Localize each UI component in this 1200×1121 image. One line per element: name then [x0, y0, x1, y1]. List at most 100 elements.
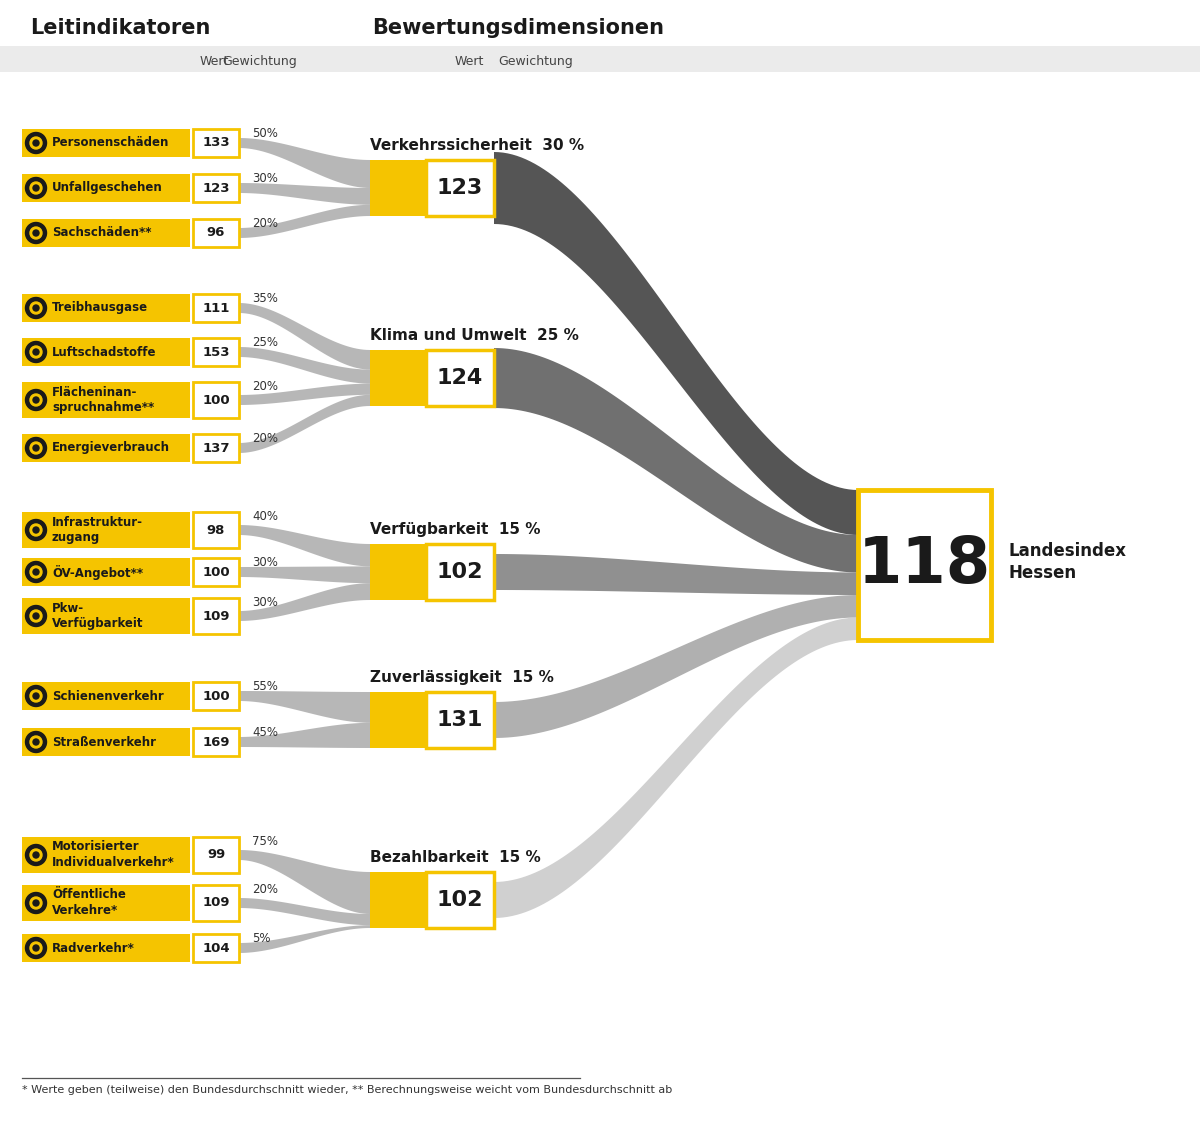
Text: 153: 153	[203, 345, 229, 359]
Circle shape	[34, 445, 38, 451]
Text: 20%: 20%	[252, 217, 278, 230]
Text: Gewichtung: Gewichtung	[222, 55, 296, 68]
Bar	[22, 512, 190, 548]
Circle shape	[34, 945, 38, 951]
Text: 50%: 50%	[252, 127, 278, 140]
Bar	[193, 934, 239, 962]
Circle shape	[30, 137, 42, 149]
Circle shape	[30, 942, 42, 954]
Text: Treibhausgase: Treibhausgase	[52, 302, 148, 315]
Text: 109: 109	[203, 610, 229, 622]
Text: 169: 169	[203, 735, 229, 749]
Text: 30%: 30%	[252, 596, 278, 609]
Bar	[370, 544, 426, 600]
Text: 137: 137	[203, 442, 229, 454]
Bar	[193, 294, 239, 322]
Bar	[22, 434, 190, 462]
Text: zugang: zugang	[52, 531, 101, 545]
Bar	[22, 558, 190, 586]
Text: Zuverlässigkeit  15 %: Zuverlässigkeit 15 %	[370, 670, 554, 685]
Text: spruchnahme**: spruchnahme**	[52, 401, 155, 415]
Polygon shape	[239, 691, 370, 723]
Polygon shape	[239, 525, 370, 566]
Text: * Werte geben (teilweise) den Bundesdurchschnitt wieder, ** Berechnungsweise wei: * Werte geben (teilweise) den Bundesdurc…	[22, 1085, 672, 1095]
Bar	[193, 597, 239, 634]
Text: Wert: Wert	[200, 55, 229, 68]
Bar	[22, 129, 190, 157]
Circle shape	[25, 437, 47, 458]
Circle shape	[25, 389, 47, 410]
Circle shape	[34, 185, 38, 191]
Polygon shape	[239, 205, 370, 238]
Polygon shape	[239, 395, 370, 453]
Bar	[193, 219, 239, 247]
Bar	[426, 544, 494, 600]
Text: 102: 102	[437, 890, 484, 910]
Text: Straßenverkehr: Straßenverkehr	[52, 735, 156, 749]
Bar	[426, 160, 494, 216]
Circle shape	[30, 524, 42, 536]
Text: Personenschäden: Personenschäden	[52, 137, 169, 149]
Circle shape	[25, 342, 47, 362]
Circle shape	[25, 297, 47, 318]
Polygon shape	[239, 925, 370, 953]
Circle shape	[34, 900, 38, 906]
Bar	[22, 837, 190, 873]
Circle shape	[30, 610, 42, 622]
Text: 131: 131	[437, 710, 484, 730]
Bar	[426, 692, 494, 748]
Bar	[193, 884, 239, 921]
Text: 55%: 55%	[252, 680, 278, 693]
Circle shape	[30, 302, 42, 314]
Text: 98: 98	[206, 524, 226, 537]
Text: Verfügbarkeit: Verfügbarkeit	[52, 618, 144, 630]
Text: 96: 96	[206, 226, 226, 240]
Text: 118: 118	[858, 534, 991, 596]
Text: Klima und Umwelt  25 %: Klima und Umwelt 25 %	[370, 328, 578, 343]
Text: 123: 123	[203, 182, 229, 195]
Polygon shape	[239, 583, 370, 621]
Bar	[193, 434, 239, 462]
Text: Wert: Wert	[455, 55, 485, 68]
Polygon shape	[494, 554, 858, 595]
Circle shape	[34, 569, 38, 575]
Circle shape	[25, 605, 47, 627]
Circle shape	[30, 442, 42, 454]
Text: 100: 100	[202, 393, 230, 407]
Bar	[193, 512, 239, 548]
Bar	[193, 382, 239, 418]
Text: 99: 99	[206, 849, 226, 862]
Circle shape	[25, 892, 47, 914]
Text: Luftschadstoffe: Luftschadstoffe	[52, 345, 156, 359]
Text: 102: 102	[437, 562, 484, 582]
Bar	[193, 682, 239, 710]
Circle shape	[25, 177, 47, 198]
Circle shape	[30, 736, 42, 748]
Bar	[22, 294, 190, 322]
Bar	[22, 382, 190, 418]
Circle shape	[34, 527, 38, 532]
Bar	[22, 597, 190, 634]
Circle shape	[25, 686, 47, 706]
Bar	[426, 872, 494, 928]
Text: Verkehrssicherheit  30 %: Verkehrssicherheit 30 %	[370, 138, 584, 152]
Polygon shape	[239, 348, 370, 383]
Circle shape	[34, 349, 38, 355]
Circle shape	[34, 305, 38, 311]
Text: Energieverbrauch: Energieverbrauch	[52, 442, 170, 454]
Circle shape	[34, 230, 38, 237]
Text: 100: 100	[202, 565, 230, 578]
Circle shape	[30, 182, 42, 194]
Bar	[193, 339, 239, 365]
Text: Unfallgeschehen: Unfallgeschehen	[52, 182, 163, 195]
Polygon shape	[494, 152, 858, 535]
Text: 5%: 5%	[252, 932, 270, 945]
Bar	[22, 682, 190, 710]
Circle shape	[25, 132, 47, 154]
Text: 35%: 35%	[252, 291, 278, 305]
Text: Verfügbarkeit  15 %: Verfügbarkeit 15 %	[370, 522, 540, 537]
Text: Bewertungsdimensionen: Bewertungsdimensionen	[372, 18, 664, 38]
Circle shape	[25, 562, 47, 583]
Text: Schienenverkehr: Schienenverkehr	[52, 689, 163, 703]
Polygon shape	[239, 383, 370, 405]
